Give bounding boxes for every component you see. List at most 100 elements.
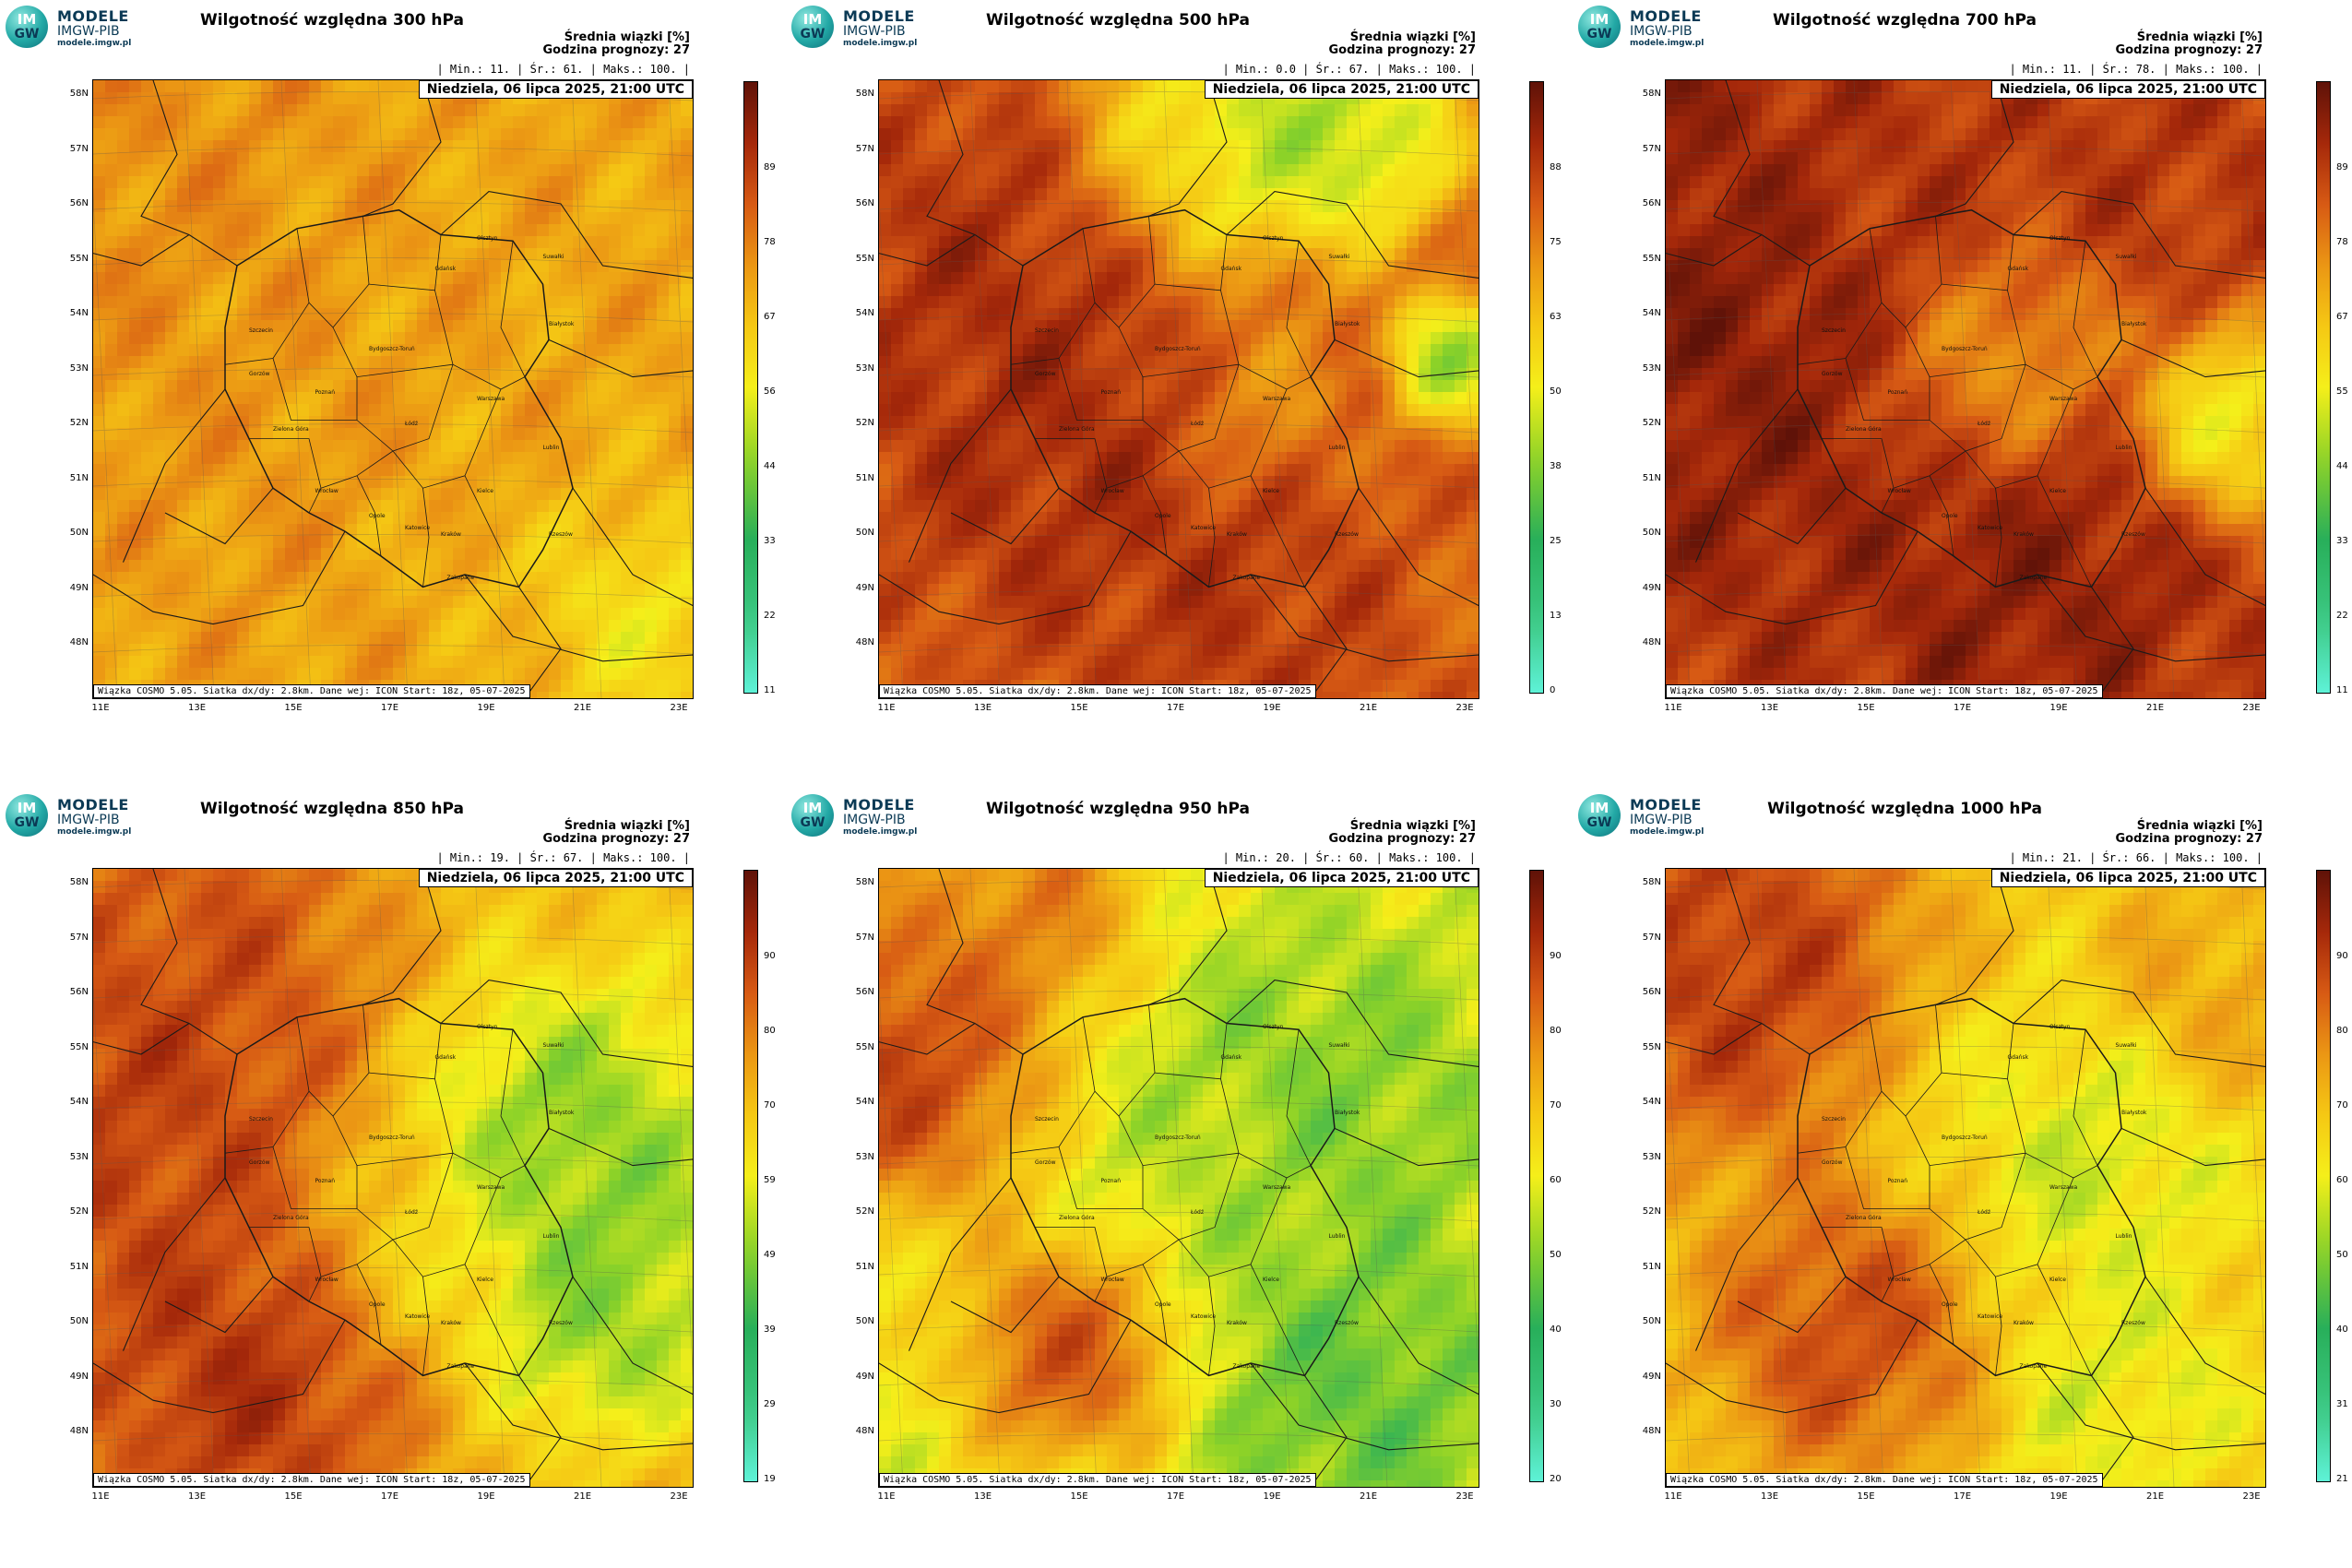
city-label: Kielce: [477, 488, 493, 495]
imgw-badge-icon: IM GW: [1578, 794, 1621, 837]
city-label: Zakopane: [2019, 1363, 2048, 1370]
colorbar-tick-label: 55: [2336, 386, 2348, 397]
logo-line1: MODELE: [57, 796, 129, 814]
latitude-label: 49N: [855, 582, 874, 593]
panel-title: Wilgotność względna 1000 hPa: [1767, 800, 2042, 818]
latitude-label: 57N: [69, 932, 89, 943]
latitude-label: 57N: [69, 143, 89, 154]
logo-line3: modele.imgw.pl: [843, 827, 918, 837]
city-label: Opole: [1942, 513, 1958, 519]
city-label: Olsztyn: [477, 1023, 498, 1030]
longitude-label: 21E: [1359, 1491, 1378, 1502]
latitude-label: 54N: [855, 308, 874, 318]
map-area: Gdańsk Olsztyn Suwałki Szczecin Białystok Byd…: [92, 868, 694, 1488]
city-label: Kielce: [477, 1277, 493, 1284]
panel-info: Średnia wiązki [%] Godzina prognozy: 27: [543, 820, 690, 846]
city-label: Bydgoszcz-Toruń: [1155, 1134, 1201, 1142]
model-footer: Wiązka COSMO 5.05. Siatka dx/dy: 2.8km. …: [93, 1473, 530, 1487]
longitude-label: 23E: [670, 1491, 688, 1502]
latitude-label: 49N: [855, 1371, 874, 1382]
city-label: Szczecin: [1822, 327, 1846, 334]
city-label: Szczecin: [1035, 327, 1059, 334]
info-line1: Średnia wiązki [%]: [564, 819, 690, 833]
longitude-label: 19E: [2049, 1491, 2068, 1502]
latitude-label: 57N: [855, 143, 874, 154]
longitude-label: 17E: [380, 703, 399, 713]
city-label: Kraków: [441, 531, 461, 539]
longitude-label: 11E: [1664, 1491, 1682, 1502]
colorbar-tick-label: 89: [764, 162, 776, 172]
panel-stats: | Min.: 11. | Śr.: 61. | Maks.: 100. |: [436, 63, 690, 76]
colorbar-tick-label: 29: [764, 1399, 776, 1409]
longitude-label: 11E: [877, 1491, 896, 1502]
city-label: Lublin: [542, 1233, 560, 1241]
latitude-label: 57N: [1642, 932, 1661, 943]
longitude-label: 15E: [284, 1491, 303, 1502]
city-label: Gdańsk: [1220, 1054, 1242, 1061]
latitude-label: 48N: [1642, 637, 1661, 647]
latitude-label: 51N: [69, 1261, 89, 1272]
colorbar-tick-label: 11: [764, 685, 776, 695]
colorbar-tick-label: 30: [1550, 1399, 1562, 1409]
model-footer: Wiązka COSMO 5.05. Siatka dx/dy: 2.8km. …: [93, 684, 530, 698]
city-label: Białystok: [2121, 1110, 2147, 1117]
latitude-label: 51N: [69, 472, 89, 483]
city-label: Poznań: [1887, 389, 1908, 396]
colorbar-tick-label: 49: [764, 1250, 776, 1260]
logo-badge-top: IM: [17, 11, 37, 28]
longitude-label: 13E: [1760, 703, 1779, 713]
colorbar-tick-label: 38: [1550, 461, 1562, 471]
city-label: Olsztyn: [477, 234, 498, 242]
city-label: Łódź: [1978, 420, 1991, 427]
colorbar-tick-label: 22: [2336, 611, 2348, 621]
city-label: Warszawa: [477, 395, 505, 402]
forecast-datetime: Niedziela, 06 lipca 2025, 21:00 UTC: [1204, 869, 1479, 887]
city-label: Gorzów: [1822, 370, 1843, 377]
info-line1: Średnia wiązki [%]: [1349, 30, 1476, 44]
latitude-label: 55N: [69, 1041, 89, 1052]
longitude-label: 23E: [1455, 703, 1474, 713]
latitude-label: 58N: [69, 877, 89, 887]
longitude-label: 17E: [1953, 1491, 1972, 1502]
city-label: Olsztyn: [1263, 1023, 1284, 1030]
longitude-label: 11E: [91, 703, 110, 713]
colorbar: [2316, 870, 2331, 1482]
humidity-field: [1666, 869, 2265, 1487]
map-area: Gdańsk Olsztyn Suwałki Szczecin Białystok Byd…: [1665, 79, 2266, 699]
latitude-label: 50N: [1642, 1316, 1661, 1326]
imgw-badge-icon: IM GW: [791, 794, 834, 837]
city-label: Gdańsk: [434, 266, 457, 272]
city-label: Szczecin: [1822, 1116, 1846, 1123]
colorbar: [1529, 81, 1544, 694]
city-label: Rzeszów: [549, 1320, 573, 1327]
city-label: Gorzów: [1822, 1158, 1843, 1166]
city-label: Katowice: [405, 1313, 431, 1321]
logo-line2: IMGW-PIB: [57, 24, 120, 39]
logo-line2: IMGW-PIB: [843, 813, 906, 827]
colorbar-tick-label: 39: [764, 1324, 776, 1335]
latitude-label: 58N: [69, 89, 89, 99]
colorbar-tick-label: 80: [2336, 1026, 2348, 1036]
city-label: Bydgoszcz-Toruń: [369, 1134, 415, 1142]
latitude-label: 52N: [1642, 1206, 1661, 1217]
colorbar-tick-label: 44: [764, 461, 776, 471]
imgw-logo: IM GW MODELE IMGW-PIB modele.imgw.pl: [6, 794, 153, 838]
longitude-label: 13E: [973, 1491, 992, 1502]
city-label: Olsztyn: [2049, 1023, 2071, 1030]
city-label: Szczecin: [1035, 1116, 1059, 1123]
city-label: Opole: [369, 1301, 386, 1308]
logo-line2: IMGW-PIB: [843, 24, 906, 39]
city-label: Wrocław: [315, 488, 339, 495]
city-label: Łódź: [1978, 1208, 1991, 1216]
colorbar-tick-label: 50: [1550, 386, 1562, 397]
colorbar-tick-label: 80: [1550, 1026, 1562, 1036]
panel-stats: | Min.: 11. | Śr.: 78. | Maks.: 100. |: [2009, 63, 2263, 76]
longitude-label: 23E: [2242, 703, 2261, 713]
city-label: Suwałki: [542, 1041, 564, 1049]
city-label: Gdańsk: [1220, 266, 1242, 272]
map-area: Gdańsk Olsztyn Suwałki Szczecin Białystok Byd…: [92, 79, 694, 699]
imgw-badge-icon: IM GW: [791, 6, 834, 48]
city-label: Łódź: [1191, 420, 1205, 427]
city-label: Gdańsk: [2007, 1054, 2029, 1061]
logo-line3: modele.imgw.pl: [57, 827, 132, 837]
